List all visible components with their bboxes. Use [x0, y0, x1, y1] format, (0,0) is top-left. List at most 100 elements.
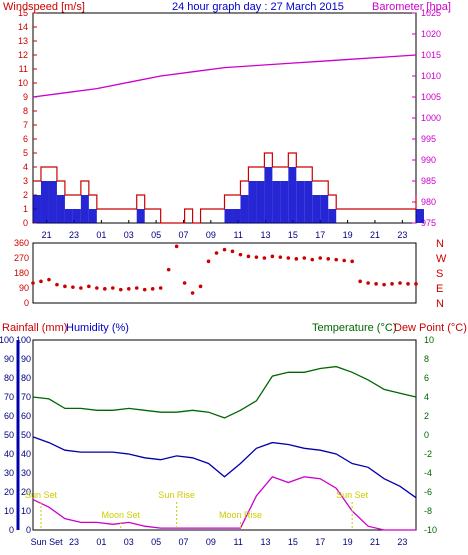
direction-point	[31, 281, 35, 285]
direction-point	[142, 287, 147, 292]
wind-y-tick-label: 15	[18, 8, 28, 18]
baro-y-tick-label: 1005	[421, 92, 441, 102]
temp-x-tick-label: 09	[206, 537, 216, 547]
humidity-y-tick-label: 60	[21, 411, 31, 421]
direction-point	[103, 287, 107, 291]
rain-y-tick-label: 80	[4, 373, 14, 383]
wind-y-tick-label: 11	[19, 64, 28, 74]
rain-y-tick-label: 60	[4, 411, 14, 421]
temp-x-tick-label: 19	[343, 537, 353, 547]
baro-y-tick-label: 980	[421, 197, 436, 207]
wind-baro-frame	[32, 12, 417, 224]
direction-point	[118, 287, 123, 292]
direction-point	[238, 252, 243, 257]
wind-average-bar	[272, 181, 281, 223]
wind-average-bar	[88, 209, 97, 223]
wind-average-bar	[56, 195, 65, 223]
temp-x-tick-label: 05	[151, 537, 161, 547]
direction-point	[110, 286, 115, 290]
direction-point	[254, 255, 259, 259]
event-annotation: Sun Set	[25, 490, 58, 500]
event-annotation: Moon Rise	[219, 510, 262, 520]
wind-average-bar	[288, 167, 297, 223]
barometer-axis-label: Barometer [hpa]	[372, 1, 451, 13]
direction-point	[286, 256, 291, 260]
direction-point	[358, 279, 362, 284]
wind-average-bar	[320, 195, 329, 223]
temp-x-tick-label: 15	[288, 537, 298, 547]
wind-x-tick-label: 17	[315, 230, 325, 240]
baro-y-tick-label: 985	[421, 176, 436, 186]
temp-y-tick-label: 4	[424, 392, 429, 402]
wind-x-tick-label: 09	[206, 230, 216, 240]
direction-point	[334, 257, 339, 262]
direction-point	[302, 256, 307, 260]
direction-y-tick-label: 360	[14, 238, 29, 248]
baro-y-tick-label: 995	[421, 134, 436, 144]
compass-label: N	[436, 298, 444, 310]
wind-y-tick-label: 5	[23, 148, 28, 158]
wind-y-tick-label: 4	[23, 162, 28, 172]
direction-point	[182, 281, 187, 285]
wind-average-bar	[224, 209, 233, 223]
direction-point	[87, 284, 91, 289]
direction-point	[230, 249, 235, 254]
direction-point	[206, 259, 211, 264]
wind-average-bar	[240, 195, 249, 223]
temp-humidity-frame	[32, 339, 417, 531]
wind-y-tick-label: 8	[23, 106, 28, 116]
direction-point	[134, 286, 139, 290]
direction-point	[350, 259, 354, 264]
humidity-y-tick-label: 100	[16, 335, 31, 345]
event-annotation: Moon Set	[102, 510, 141, 520]
rain-y-tick-label: 0	[9, 525, 14, 535]
direction-point	[406, 282, 410, 286]
temperature-axis-label: Temperature (°C)	[312, 322, 396, 334]
humidity-y-tick-label: 0	[26, 525, 31, 535]
direction-frame	[32, 242, 417, 304]
rainfall-axis-label: Rainfall (mm)	[2, 322, 67, 334]
wind-average-bar	[416, 209, 424, 223]
rain-y-tick-label: 100	[0, 335, 14, 345]
direction-point	[71, 285, 75, 289]
wind-y-tick-label: 10	[18, 78, 28, 88]
direction-point	[366, 281, 370, 285]
rain-y-tick-label: 90	[4, 354, 14, 364]
direction-y-tick-label: 90	[19, 283, 29, 293]
wind-x-tick-label: 15	[288, 230, 298, 240]
baro-y-tick-label: 990	[421, 155, 436, 165]
temp-x-tick-label: 03	[124, 537, 134, 547]
temp-y-tick-label: 10	[424, 335, 434, 345]
wind-y-tick-label: 1	[23, 204, 28, 214]
direction-point	[398, 281, 402, 285]
temp-y-tick-label: 0	[424, 430, 429, 440]
direction-point	[382, 282, 386, 287]
wind-y-tick-label: 0	[23, 218, 28, 228]
wind-average-bar	[80, 195, 89, 223]
compass-label: E	[436, 283, 443, 295]
baro-y-tick-label: 1010	[421, 71, 441, 81]
wind-x-tick-label: 01	[96, 230, 106, 240]
wind-x-tick-label: 21	[370, 230, 380, 240]
baro-y-tick-label: 975	[421, 218, 436, 228]
humidity-y-tick-label: 20	[21, 487, 31, 497]
direction-point	[158, 286, 163, 290]
temp-y-tick-label: -2	[424, 449, 432, 459]
wind-average-bar	[72, 209, 81, 223]
direction-point	[63, 284, 67, 289]
wind-average-bar	[232, 209, 241, 223]
temp-x-tick-label: 11	[234, 537, 243, 547]
wind-y-tick-label: 7	[23, 120, 28, 130]
series-line-humidity-	[32, 436, 417, 499]
compass-label: N	[436, 238, 444, 250]
direction-point	[126, 287, 131, 291]
direction-point	[214, 251, 219, 255]
wind-average-bar	[40, 181, 49, 223]
temp-x-tick-label: 07	[178, 537, 188, 547]
direction-point	[198, 284, 203, 289]
direction-y-tick-label: 180	[14, 268, 29, 278]
